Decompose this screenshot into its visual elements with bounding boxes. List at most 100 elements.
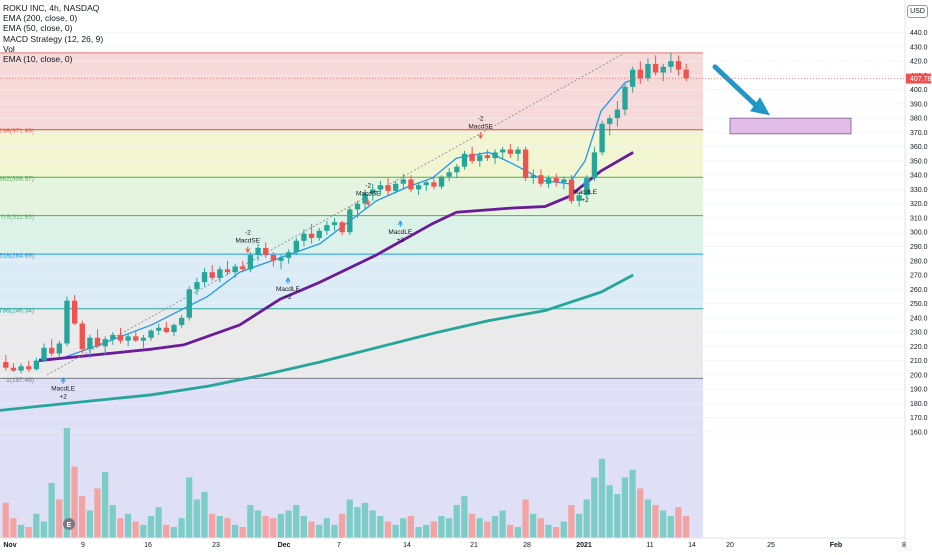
candle-body: [140, 337, 147, 341]
candle-body: [247, 255, 254, 270]
volume-bar: [101, 472, 109, 538]
volume-bar: [231, 524, 239, 538]
signal-label: MacdLE: [388, 229, 413, 236]
candle-body: [232, 266, 238, 273]
volume-bar: [514, 527, 522, 538]
candle-body: [186, 289, 192, 318]
volume-bar: [10, 518, 17, 538]
volume-bar: [262, 516, 269, 538]
candle-body: [576, 195, 582, 201]
buy-arrow: [60, 377, 66, 384]
candle-body: [156, 327, 162, 331]
volume-bar: [407, 516, 414, 538]
signal-qty: -2: [365, 182, 371, 189]
volume-bar: [675, 507, 682, 538]
volume-bar: [201, 491, 208, 538]
volume-bar: [17, 524, 25, 538]
candle-body: [500, 149, 506, 153]
candle-body: [408, 179, 414, 190]
legend-ema50[interactable]: EMA (50, close, 0): [3, 23, 73, 34]
candle-body: [385, 185, 391, 191]
volume-bar: [400, 518, 407, 538]
annotations[interactable]: E: [0, 64, 905, 530]
volume-bar: [660, 510, 667, 538]
candle-body: [178, 317, 185, 325]
volume-bar: [644, 499, 651, 538]
price-tick-label: 440.0: [910, 30, 928, 37]
candle-body: [301, 233, 307, 241]
candle-body: [94, 337, 101, 347]
candle-body: [660, 66, 666, 73]
time-axis[interactable]: Nov 9 16 23 Dec 7 14 21 28 2021 11 14 20 25 Feb 8: [0, 537, 906, 549]
candle-body: [492, 152, 498, 159]
price-gridlines: [0, 32, 905, 433]
candle-body: [561, 179, 567, 183]
candle-body: [484, 155, 491, 159]
legend-title[interactable]: ROKU INC, 4h, NASDAQ: [3, 3, 100, 13]
candle-body: [645, 63, 651, 79]
volume-bar: [316, 524, 323, 538]
volume-bars: [2, 428, 690, 538]
candle-body: [240, 266, 246, 270]
volume-bar: [140, 524, 147, 538]
candle-body: [454, 166, 460, 173]
candle-body: [446, 172, 452, 177]
price-tick-label: 420.0: [910, 59, 928, 66]
price-axis[interactable]: 160.0 170.0 180.0 190.0 200.0 210.0 220.0 230.0…: [904, 0, 932, 550]
volume-bar: [553, 527, 560, 538]
price-tick-label: 430.0: [910, 44, 928, 51]
legend-ema10[interactable]: EMA (10, close, 0): [3, 54, 73, 65]
volume-bar: [56, 499, 63, 538]
candle-body: [469, 153, 475, 161]
legend-macd-strategy[interactable]: MACD Strategy (12, 26, 9): [3, 33, 104, 44]
candle-body: [668, 61, 674, 67]
fib-zone-425.79: [0, 52, 703, 130]
signal-label: MacdSE: [468, 123, 493, 130]
volume-bar: [323, 518, 330, 538]
price-tick-label: 400.0: [910, 87, 928, 94]
projection-arrow-shaft: [712, 64, 761, 110]
volume-bar: [484, 521, 491, 538]
time-tick-label: 8: [902, 542, 906, 549]
target-zone: [729, 117, 852, 135]
volume-bar: [63, 428, 70, 538]
signal-label: MacdLE: [276, 286, 301, 293]
volume-bar: [476, 518, 483, 538]
volume-bar: [293, 505, 300, 538]
candle-body: [117, 334, 124, 341]
fib-label: 0.236(371.89): [0, 128, 34, 135]
legend-ema200[interactable]: EMA (200, close, 0): [3, 13, 78, 24]
price-tick-label: 210.0: [910, 358, 928, 365]
legend-volume[interactable]: Vol: [3, 43, 15, 54]
fib-zone-284.69: [0, 254, 703, 309]
volume-bar: [163, 524, 170, 538]
candle-body: [607, 118, 613, 124]
currency-button[interactable]: USD: [907, 5, 928, 18]
volume-bar: [40, 521, 48, 538]
volume-bar: [270, 518, 277, 538]
volume-bar: [209, 513, 216, 538]
candle-body: [400, 179, 407, 184]
volume-bar: [598, 458, 606, 538]
volume-bar: [530, 513, 537, 538]
fibonacci-retracement[interactable]: 1(197.49)0.786(246.34)0.618(284.69)0.5(3…: [0, 52, 703, 538]
candle-body: [339, 222, 345, 233]
volume-bar: [499, 510, 506, 538]
volume-bar: [361, 502, 369, 538]
candle-body: [163, 327, 170, 333]
volume-bar: [652, 505, 659, 538]
volume-bar: [415, 527, 422, 538]
fib-label: 0.786(246.34): [0, 307, 34, 314]
signal-qty: +2: [581, 197, 589, 204]
time-tick-label: 28: [523, 542, 531, 549]
signal-qty: +2: [284, 294, 292, 301]
price-tick-label: 290.0: [910, 244, 928, 251]
candle-body: [64, 300, 70, 344]
volume-bar: [346, 499, 353, 538]
volume-bar: [560, 521, 567, 538]
volume-bar: [48, 483, 55, 538]
sell-arrow: [365, 199, 371, 206]
candle-body: [209, 272, 215, 278]
